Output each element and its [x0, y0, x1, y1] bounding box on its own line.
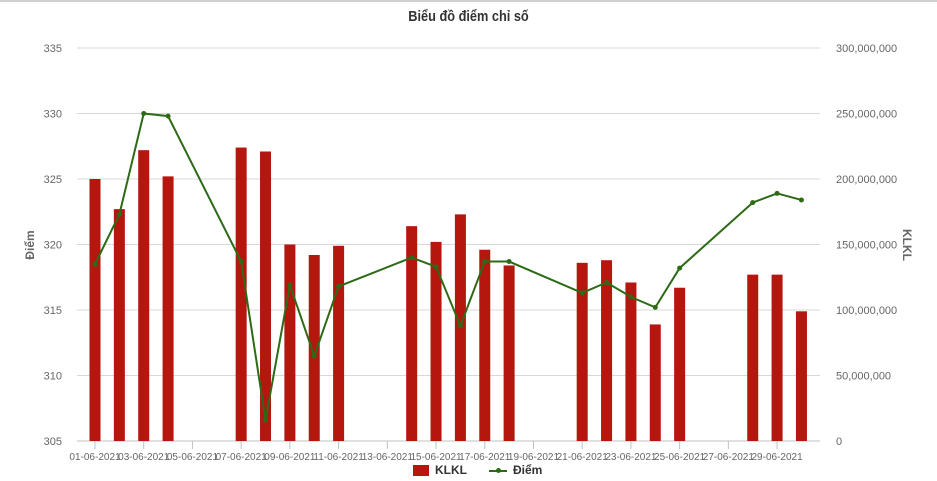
line-point	[457, 323, 463, 329]
line-point	[798, 197, 804, 203]
left-axis-tick: 310	[44, 371, 62, 383]
bar-klkl	[89, 179, 101, 441]
left-axis-tick: 330	[44, 109, 62, 121]
line-point	[750, 200, 756, 206]
right-axis-tick: 300,000,000	[836, 43, 897, 55]
bar-swatch-icon	[413, 464, 429, 476]
left-axis-tick: 335	[44, 43, 62, 55]
x-axis-tick: 05-06-2021	[167, 452, 219, 463]
chart-legend: KLKL Điểm	[413, 463, 542, 477]
left-axis-tick: 315	[44, 305, 62, 317]
x-axis-tick: 15-06-2021	[410, 452, 462, 463]
x-axis-tick: 01-06-2021	[69, 452, 121, 463]
line-point	[652, 304, 658, 310]
line-point	[677, 265, 683, 271]
line-point	[141, 111, 147, 116]
line-point	[116, 211, 122, 217]
left-axis-tick: 320	[44, 240, 62, 252]
bar-klkl	[284, 244, 296, 441]
bar-klkl	[625, 282, 637, 441]
bar-klkl	[113, 209, 125, 441]
line-point	[628, 294, 634, 300]
bar-klkl	[138, 150, 150, 441]
bar-klkl	[771, 274, 783, 441]
bar-klkl	[235, 147, 247, 441]
x-axis-tick: 25-06-2021	[654, 452, 706, 463]
line-point	[336, 283, 342, 289]
line-point	[579, 290, 585, 296]
bar-klkl	[795, 311, 807, 441]
left-axis-title: Điểm	[23, 230, 37, 259]
x-axis-tick: 29-06-2021	[752, 452, 804, 463]
bar-klkl	[260, 151, 272, 442]
x-axis-tick: 27-06-2021	[703, 452, 755, 463]
chart-title: Biểu đồ điểm chỉ số	[408, 8, 529, 25]
x-axis-tick: 03-06-2021	[118, 452, 170, 463]
bar-klkl	[308, 254, 320, 441]
right-axis-tick: 0	[836, 436, 842, 448]
line-point	[263, 417, 269, 423]
right-axis-tick: 50,000,000	[836, 371, 891, 383]
line-point	[409, 255, 415, 261]
line-point	[433, 264, 439, 270]
x-axis-tick: 13-06-2021	[362, 452, 414, 463]
line-point	[287, 282, 293, 288]
legend-label-diem: Điểm	[513, 463, 543, 477]
legend-item-diem[interactable]: Điểm	[489, 463, 542, 477]
x-axis-tick: 17-06-2021	[459, 452, 511, 463]
bar-klkl	[162, 176, 174, 441]
x-axis-tick: 11-06-2021	[313, 452, 364, 463]
line-point	[92, 261, 98, 267]
legend-item-klkl[interactable]: KLKL	[413, 463, 467, 477]
line-point	[165, 113, 171, 119]
left-axis-tick: 325	[44, 174, 62, 186]
line-point	[604, 279, 610, 285]
right-axis-tick: 150,000,000	[836, 240, 897, 252]
x-axis-tick: 09-06-2021	[264, 452, 316, 463]
left-axis-tick: 305	[44, 436, 62, 448]
bar-klkl	[674, 287, 686, 441]
bar-klkl	[576, 262, 588, 441]
bar-klkl	[649, 324, 661, 441]
line-point	[311, 353, 317, 359]
right-axis-tick: 200,000,000	[836, 174, 897, 186]
right-axis-tick: 100,000,000	[836, 305, 897, 317]
line-point	[506, 259, 512, 265]
bar-klkl	[333, 245, 345, 441]
line-point	[774, 190, 780, 196]
line-point	[482, 259, 488, 265]
right-axis-title: KLKL	[900, 229, 914, 261]
bar-klkl	[479, 249, 491, 441]
x-axis-tick: 07-06-2021	[216, 452, 268, 463]
bar-klkl	[601, 260, 613, 441]
bar-klkl	[503, 265, 515, 441]
top-divider	[0, 0, 937, 2]
legend-label-klkl: KLKL	[435, 463, 467, 477]
line-diem	[94, 112, 802, 421]
x-axis-tick: 23-06-2021	[605, 452, 657, 463]
bar-klkl	[747, 274, 759, 441]
x-axis-tick: 21-06-2021	[557, 452, 609, 463]
line-point	[238, 259, 244, 265]
line-swatch-icon	[489, 465, 507, 476]
bar-klkl	[430, 241, 442, 441]
bar-klkl	[406, 226, 418, 441]
right-axis-tick: 250,000,000	[836, 109, 897, 121]
x-axis-tick: 19-06-2021	[508, 452, 560, 463]
